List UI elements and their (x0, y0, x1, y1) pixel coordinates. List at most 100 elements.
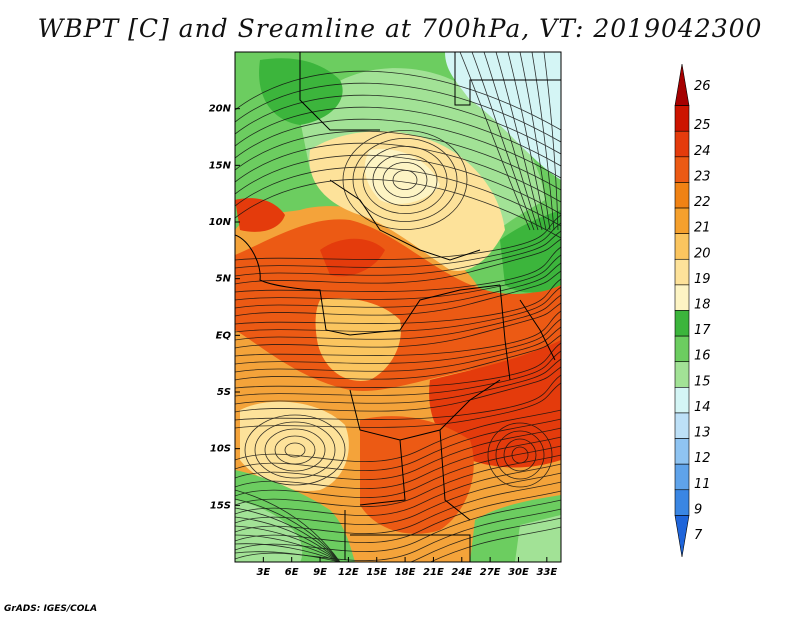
colorbar-label-14: 14 (694, 400, 711, 415)
colorbar-swatch-18 (674, 284, 690, 311)
streamline (235, 498, 341, 562)
lon-label-15E: 15E (366, 567, 387, 578)
colorbar-swatch-14 (674, 387, 690, 414)
lon-label-3E: 3E (256, 567, 270, 578)
colorbar-label-17: 17 (694, 323, 711, 338)
colorbar-label-26: 26 (694, 79, 711, 94)
lon-label-27E: 27E (480, 567, 501, 578)
streamline (352, 138, 458, 222)
lon-label-24E: 24E (451, 567, 472, 578)
streamline (235, 489, 341, 562)
streamline (235, 326, 561, 373)
streamline (235, 82, 561, 143)
colorbar-swatch-15 (674, 361, 690, 388)
dark-green-patch (259, 58, 343, 125)
colorbar-swatch-11 (674, 463, 690, 491)
streamline (235, 254, 561, 301)
streamline (235, 358, 561, 405)
streamline (235, 334, 561, 381)
streamline (235, 230, 561, 277)
streamline (235, 142, 561, 203)
streamline (235, 318, 561, 365)
streamline (511, 446, 529, 464)
colorbar-swatch-13 (674, 412, 690, 439)
streamline (235, 342, 561, 389)
colorbar-label-13: 13 (694, 426, 711, 441)
lon-label-12E: 12E (338, 567, 359, 578)
yellow-vortex-sw (240, 401, 349, 491)
colorbar-label-23: 23 (694, 169, 711, 184)
colorbar-label-11: 11 (694, 477, 711, 492)
streamline (235, 543, 341, 562)
colorbar-label-21: 21 (694, 221, 711, 236)
streamline (264, 428, 326, 472)
streamline (382, 162, 428, 198)
streamline (235, 463, 561, 516)
streamline (235, 499, 561, 552)
colorbar-swatch-7 (674, 515, 690, 558)
colorbar-label-19: 19 (694, 272, 711, 287)
streamline (531, 52, 555, 231)
lat-label-15S: 15S (210, 500, 231, 511)
streamline (284, 442, 306, 458)
streamline (254, 421, 336, 479)
streamline (507, 52, 547, 231)
congo-patch (315, 298, 401, 381)
streamline (235, 382, 561, 429)
streamline (235, 445, 561, 498)
lon-label-9E: 9E (313, 567, 327, 578)
streamline (503, 438, 537, 472)
footer-credit: GrADS: IGES/COLA (4, 604, 98, 614)
colorbar-swatch-21 (674, 207, 690, 234)
lon-label-6E: 6E (285, 567, 299, 578)
colorbar-swatch-25 (674, 105, 690, 132)
streamline (235, 94, 561, 155)
streamline (543, 52, 559, 231)
warm-zone-south (360, 416, 474, 534)
lon-label-30E: 30E (508, 567, 529, 578)
streamline (392, 170, 418, 190)
warm-band (235, 219, 561, 391)
colorbar-swatch-24 (674, 130, 690, 158)
colorbar-label-7: 7 (694, 528, 703, 543)
streamline (519, 52, 551, 231)
streamline (235, 481, 561, 534)
chart-title: WBPT [C] and Sreamline at 700hPa, VT: 20… (37, 14, 763, 43)
colorbar-swatch-16 (674, 335, 690, 363)
streamline (235, 508, 561, 561)
streamline (235, 302, 561, 349)
streamline (235, 507, 341, 562)
colorbar-swatch-12 (674, 438, 690, 465)
streamline (235, 409, 561, 462)
colorbar-label-9: 9 (694, 502, 702, 517)
country-borders (235, 52, 561, 562)
streamline (483, 52, 539, 231)
streamline (235, 270, 561, 317)
lat-label-5N: 5N (216, 274, 232, 285)
streamline (235, 166, 561, 227)
lat-label-20N: 20N (209, 104, 232, 115)
light-green-se (515, 515, 561, 562)
streamline (235, 222, 561, 269)
streamline (235, 246, 561, 293)
hot-spot-west (235, 198, 285, 232)
map-frame (234, 51, 562, 563)
streamline (495, 52, 543, 231)
streamline (362, 146, 448, 214)
streamline (265, 517, 561, 562)
streamline (274, 435, 316, 465)
streamline (235, 262, 561, 309)
streamline (235, 350, 561, 397)
cool-zone-ne (445, 52, 561, 180)
lat-label-15N: 15N (209, 160, 232, 171)
lat-label-10S: 10S (210, 444, 231, 455)
streamline (429, 526, 561, 562)
colorbar-label-18: 18 (694, 298, 711, 313)
colorbar-swatch-9 (674, 489, 690, 516)
colorbar-label-25: 25 (694, 118, 711, 133)
streamline (235, 286, 561, 333)
colorbar-swatch-20 (674, 233, 690, 260)
colorbar-label-16: 16 (694, 349, 711, 364)
